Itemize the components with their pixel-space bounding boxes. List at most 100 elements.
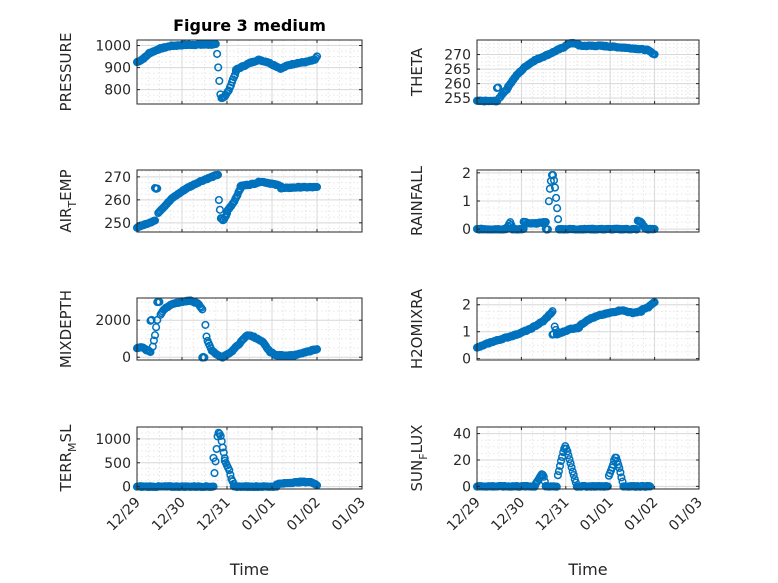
y-tick-label: 0 (122, 480, 131, 496)
data-point (563, 447, 572, 456)
y-axis-label: MIXDEPTH (57, 290, 75, 368)
y-axis-label-part: SL (57, 424, 75, 443)
y-tick-label: 500 (104, 456, 131, 472)
y-tick-label: 2 (462, 166, 471, 182)
axes-frame (136, 39, 363, 105)
data-point (567, 463, 576, 472)
x-tick-label: 01/01 (239, 495, 279, 535)
data-point (545, 184, 554, 193)
x-tick-label: 12/31 (533, 495, 573, 535)
data-point (211, 39, 220, 49)
data-point (565, 455, 574, 464)
y-axis-label: SUNFLUX (408, 425, 430, 492)
y-tick-label: 270 (104, 170, 131, 186)
y-axis-label: RAINFALL (408, 165, 426, 236)
data-point (202, 332, 211, 341)
data-point (548, 171, 558, 180)
y-tick-label: 1000 (95, 432, 131, 448)
data-point (555, 461, 565, 471)
data-point (150, 331, 160, 340)
y-axis-label: TERRMSL (57, 424, 79, 493)
axes-frame (136, 426, 363, 490)
data-point (201, 320, 210, 329)
y-tick-label: 0 (462, 222, 471, 238)
y-axis-label-part: EMP (57, 169, 75, 200)
y-tick-label: 1 (462, 194, 471, 210)
data-point (223, 87, 232, 96)
y-tick-label: 270 (444, 48, 471, 64)
y-tick-label: 265 (444, 62, 471, 78)
data-point (152, 323, 161, 332)
y-axis-label: H2OMIXRA (408, 288, 426, 369)
data-point (564, 451, 573, 460)
axes-frame (136, 297, 363, 361)
axes-frame (476, 297, 700, 361)
data-point (548, 307, 557, 316)
x-tick-label: 01/03 (329, 495, 369, 535)
y-tick-label: 2 (462, 298, 471, 314)
y-tick-label: 0 (462, 479, 471, 495)
data-point (614, 460, 623, 469)
data-point (155, 297, 164, 306)
data-point (211, 457, 220, 466)
data-point (554, 215, 563, 224)
data-point (216, 431, 225, 441)
data-point (220, 454, 229, 463)
y-tick-label: 1 (462, 325, 471, 341)
y-tick-label: 260 (104, 193, 131, 209)
y-axis-label-subscript: M (66, 442, 79, 452)
panel-4: 0 2000 MIXDEPTH (57, 290, 363, 368)
x-axis-label: Time (567, 560, 607, 579)
chart-title: Figure 3 medium (173, 16, 326, 35)
axes-frame (136, 169, 363, 233)
data-point (547, 308, 556, 317)
axes-frame (476, 426, 700, 490)
data-point (214, 195, 223, 205)
y-axis-label-part: AIR (57, 208, 75, 233)
y-tick-label: 0 (122, 350, 131, 366)
x-tick-label: 12/30 (149, 495, 189, 535)
data-point (569, 470, 578, 480)
data-point (553, 471, 562, 480)
data-point (568, 467, 577, 476)
data-point (198, 305, 207, 314)
data-point (312, 182, 322, 192)
data-point (646, 482, 655, 491)
data-point (615, 463, 624, 473)
y-tick-label: 260 (444, 77, 471, 93)
panel-5: 0 1 2 H2OMIXRA (408, 288, 700, 369)
data-point (603, 482, 612, 491)
data-point (215, 76, 224, 85)
x-tick-label: 01/02 (284, 495, 324, 535)
y-axis-label: THETA (408, 47, 426, 97)
y-axis-label: AIRTEMP (57, 169, 79, 232)
y-tick-label: 250 (104, 216, 131, 232)
x-tick-label: 01/01 (577, 495, 617, 535)
data-point (200, 353, 209, 362)
y-axis-label: PRESSURE (57, 33, 75, 112)
data-point (552, 482, 561, 491)
data-point (553, 204, 562, 213)
y-tick-label: 2000 (95, 313, 131, 329)
panel-3: 0 1 2 RAINFALL (408, 165, 700, 238)
y-tick-label: 900 (104, 61, 131, 77)
data-point (218, 443, 227, 452)
panel-0: 800 900 1000 PRESSURE Figure 3 medium (57, 16, 363, 112)
data-point (617, 473, 626, 482)
data-point (650, 50, 659, 59)
data-point (539, 472, 548, 481)
data-point (149, 336, 158, 345)
data-point (632, 225, 641, 234)
x-tick-label: 12/29 (104, 495, 144, 535)
y-tick-label: 800 (104, 83, 131, 99)
data-point (213, 170, 223, 179)
data-point (550, 183, 560, 192)
y-tick-label: 40 (453, 427, 471, 443)
panel-7: 0 20 40 SUNFLUX 12/29 12/30 12/31 01/01 01/02 01/… (408, 425, 706, 579)
axes-frame (476, 39, 700, 105)
y-tick-label: 20 (453, 453, 471, 469)
panel-6: 0 500 1000 TERRMSL 12/29 12/30 12/31 01/01 01/02… (57, 424, 369, 579)
data-point (214, 63, 223, 72)
